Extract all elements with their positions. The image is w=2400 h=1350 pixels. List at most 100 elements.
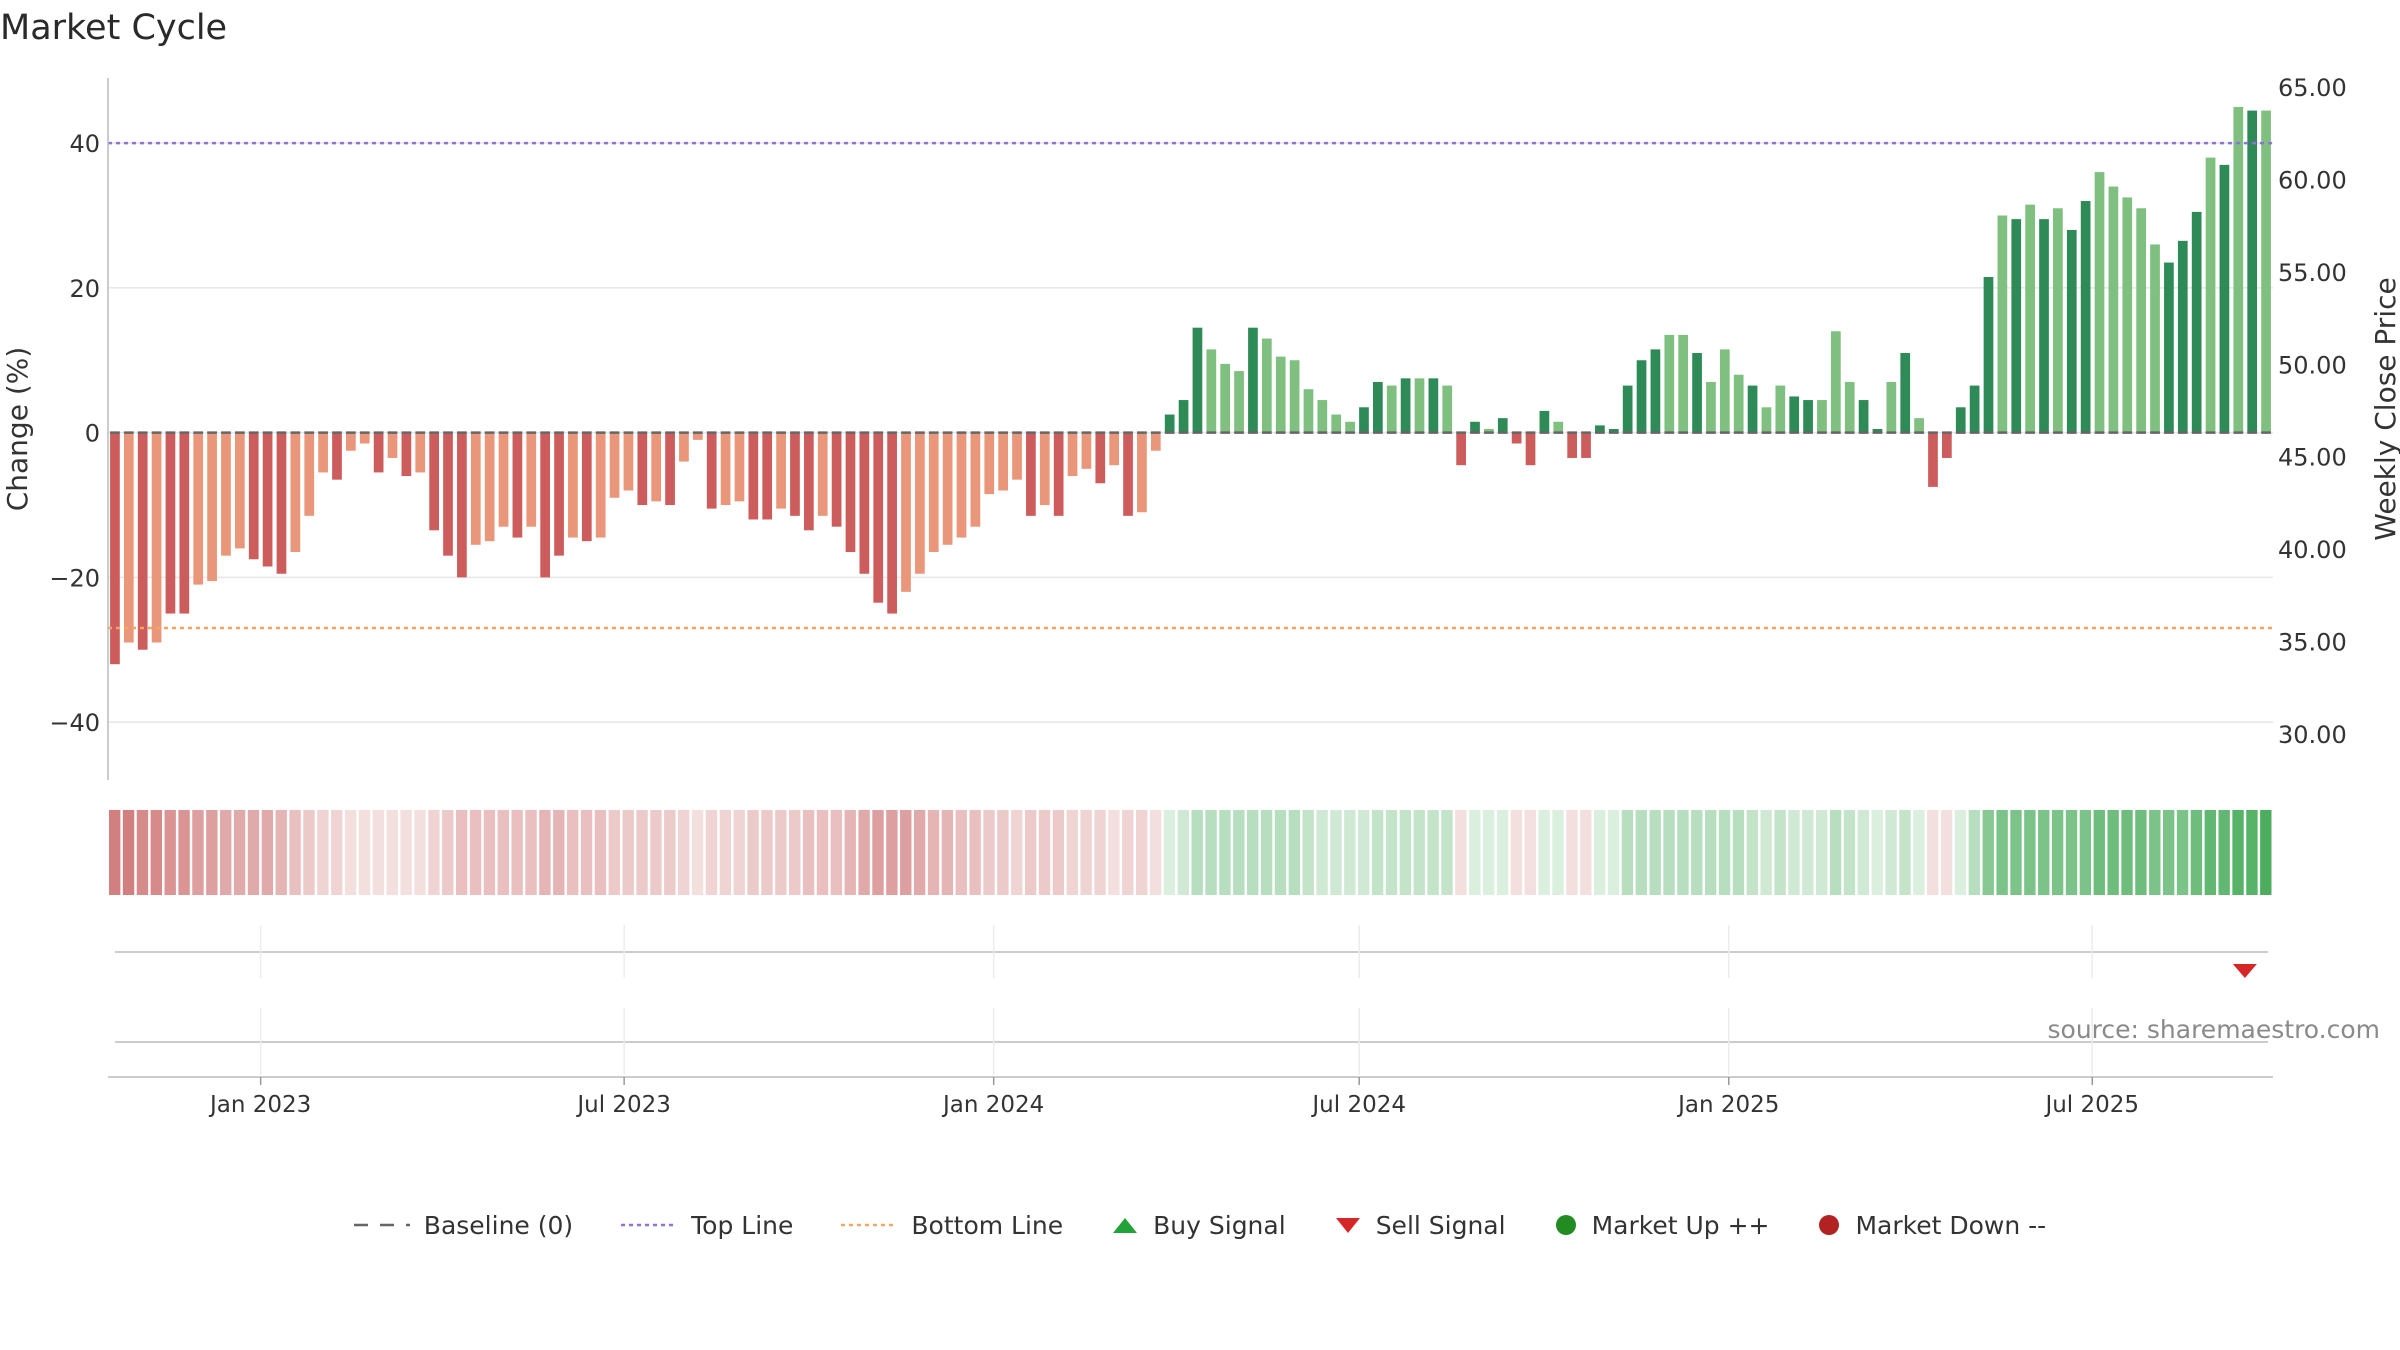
sentiment-cell <box>1732 810 1745 895</box>
change-bar <box>110 432 120 665</box>
legend-item: Bottom Line <box>841 1211 1063 1240</box>
sentiment-cell <box>1704 810 1717 895</box>
sentiment-cell <box>927 810 940 895</box>
change-bar <box>2177 240 2188 433</box>
sentiment-cell <box>233 810 246 895</box>
sentiment-cell <box>428 810 440 895</box>
x-tick-label: Jul 2023 <box>575 1092 671 1118</box>
sentiment-cell <box>289 810 301 895</box>
sentiment-cell <box>997 810 1009 895</box>
change-bar <box>429 432 439 531</box>
change-bar <box>692 432 703 440</box>
change-bar <box>1484 429 1494 433</box>
x-tick-label: Jan 2025 <box>1676 1092 1779 1118</box>
sentiment-cell <box>1302 810 1314 895</box>
change-bar <box>595 432 606 538</box>
change-bar <box>1442 385 1453 433</box>
change-bar <box>2025 204 2035 433</box>
sentiment-cell <box>969 810 981 895</box>
sentiment-cell <box>247 810 260 895</box>
change-bar <box>762 432 773 520</box>
sentiment-cell <box>2204 810 2216 895</box>
change-bar <box>137 432 148 650</box>
y-tick-label: −40 <box>49 709 100 737</box>
change-bar <box>637 432 648 505</box>
y2-tick-label: 30.00 <box>2278 721 2347 749</box>
sentiment-cell <box>1316 810 1328 895</box>
change-bar <box>1012 432 1022 480</box>
sentiment-cell <box>886 810 898 895</box>
sentiment-cell <box>1399 810 1412 895</box>
sentiment-cell <box>497 810 509 895</box>
change-bar <box>484 432 495 542</box>
change-bar <box>942 432 953 545</box>
sentiment-cell <box>1816 810 1828 895</box>
sentiment-cell <box>1774 810 1786 895</box>
change-bar <box>1137 432 1147 513</box>
sentiment-cell <box>816 810 829 895</box>
sentiment-cell <box>1996 810 2008 895</box>
y-tick-label: −20 <box>49 564 100 592</box>
sentiment-cell <box>1233 810 1245 895</box>
sentiment-cell <box>1482 810 1495 895</box>
legend-triangle-down <box>1335 1218 1360 1233</box>
sentiment-cell <box>900 810 912 895</box>
sentiment-cell <box>1205 810 1217 895</box>
change-bar <box>2261 110 2271 433</box>
sentiment-cell <box>1927 810 1939 895</box>
bars-layer <box>110 106 2271 665</box>
change-bar <box>1525 432 1536 466</box>
change-bar <box>2233 106 2244 433</box>
sentiment-cell <box>1635 810 1647 895</box>
axes-layer: −40 −20 0 20 40 30.00 35.00 40.00 45.00 50.00 55.0… <box>1 74 2400 780</box>
sentiment-cell <box>1358 810 1370 895</box>
change-bar <box>332 432 342 480</box>
change-bar <box>1914 418 1924 433</box>
sentiment-cell <box>2107 810 2119 895</box>
change-bar <box>1456 432 1466 466</box>
x-tick-label: Jul 2025 <box>2043 1092 2139 1118</box>
sentiment-cell <box>1593 810 1606 895</box>
legend-swatch <box>621 1223 678 1227</box>
legend-swatch <box>1335 1218 1360 1233</box>
change-bar <box>207 432 217 581</box>
legend-triangle-up <box>1113 1218 1138 1233</box>
change-bar <box>831 432 842 527</box>
sentiment-cell <box>122 810 135 895</box>
change-bar <box>2164 262 2174 433</box>
legend-item: Top Line <box>621 1211 793 1240</box>
change-bar <box>512 432 523 538</box>
change-bar <box>734 432 745 502</box>
sentiment-cell <box>178 810 190 895</box>
sentiment-cell <box>1038 810 1051 895</box>
sentiment-cell <box>1538 810 1550 895</box>
sentiment-cell <box>386 810 398 895</box>
sentiment-cell <box>539 810 551 895</box>
change-bar <box>290 432 301 553</box>
change-bar <box>776 432 786 509</box>
sentiment-cell <box>789 810 801 895</box>
change-bar <box>1359 407 1369 433</box>
sentiment-cell <box>664 810 676 895</box>
change-bar <box>1192 327 1203 433</box>
sentiment-cell <box>2051 810 2064 895</box>
sentiment-cell <box>317 810 329 895</box>
sentiment-cell <box>136 810 149 895</box>
sentiment-cell <box>1899 810 1911 895</box>
sentiment-cell <box>1566 810 1578 895</box>
change-bar <box>1900 353 1911 433</box>
change-bar <box>1511 432 1522 444</box>
sentiment-cell <box>1427 810 1439 895</box>
change-bar <box>887 432 897 614</box>
change-bar <box>1636 360 1647 433</box>
sentiment-cell <box>2135 810 2147 895</box>
sentiment-cell <box>1066 810 1078 895</box>
sentiment-cell <box>1011 810 1023 895</box>
legend-item: Market Down -- <box>1817 1211 2046 1240</box>
y2-axis-title: Weekly Close Price <box>2369 277 2400 540</box>
change-bar <box>1164 414 1175 433</box>
change-bar <box>1497 418 1508 433</box>
change-bar <box>415 432 426 473</box>
sentiment-cell <box>303 810 315 895</box>
x-tick-label: Jan 2023 <box>208 1092 311 1118</box>
